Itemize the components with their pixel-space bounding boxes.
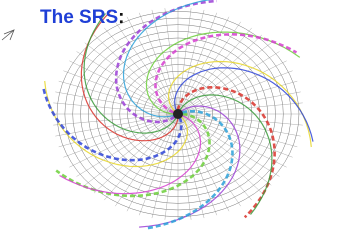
page: The SRS: (() => { const data = JSON.pars… [0, 0, 338, 245]
spoke [178, 114, 303, 125]
spoke [63, 71, 178, 114]
srs-diagram [0, 0, 338, 245]
title-text: The SRS [40, 7, 118, 28]
title: The SRS: [40, 6, 124, 30]
spoke [178, 114, 252, 200]
spoke [178, 103, 303, 114]
title-colon: : [118, 7, 124, 28]
spoke [53, 114, 178, 125]
spoke [77, 114, 178, 177]
spoke [178, 13, 217, 114]
side-arrow [2, 30, 14, 40]
spoke [178, 8, 191, 114]
spoke [104, 28, 178, 114]
spoke [77, 51, 178, 114]
spoke [165, 8, 178, 114]
spoke [178, 51, 279, 114]
center [173, 109, 183, 119]
spoke [178, 114, 297, 147]
spoke [178, 114, 293, 157]
